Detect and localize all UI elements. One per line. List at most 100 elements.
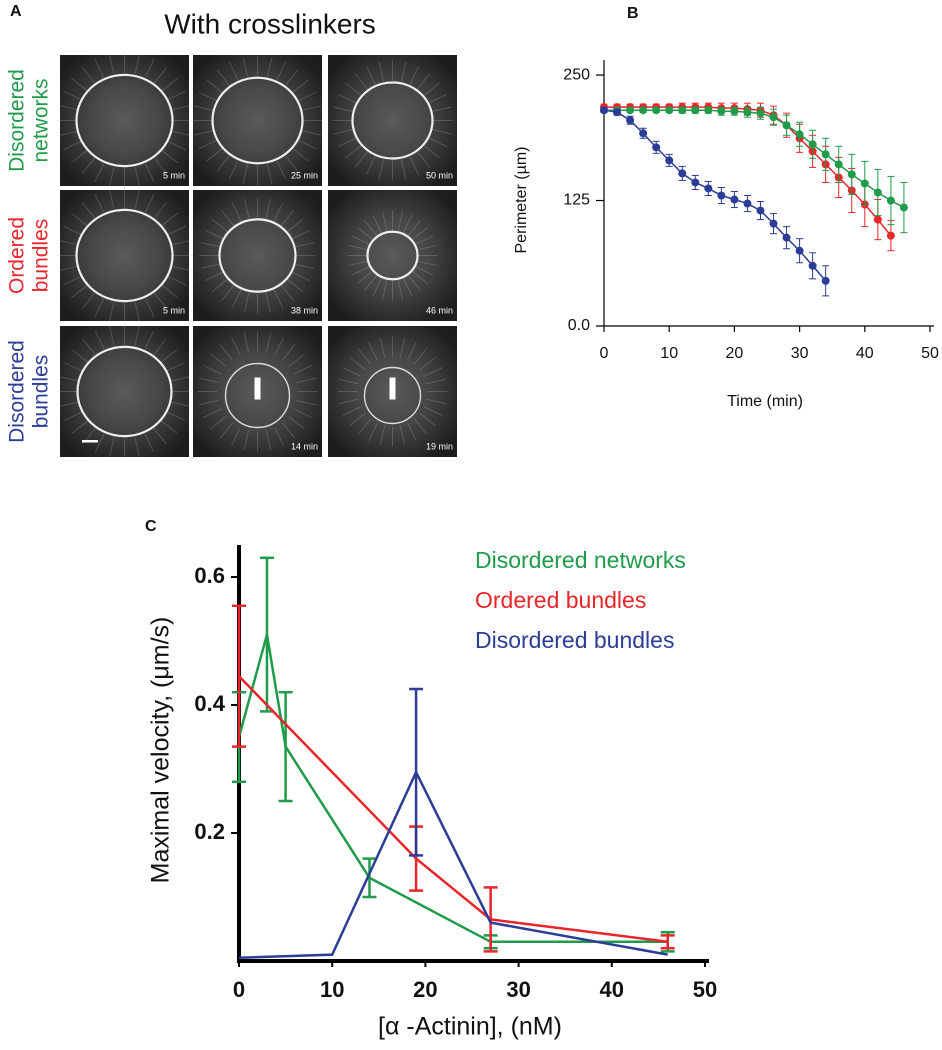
ray — [419, 356, 436, 371]
data-point — [678, 169, 687, 178]
ray — [242, 164, 248, 184]
ray — [397, 279, 404, 300]
ray — [194, 105, 214, 111]
ray — [94, 194, 105, 213]
ray — [171, 130, 191, 137]
ray — [364, 220, 378, 237]
data-point — [821, 276, 830, 285]
panel-label: C — [145, 518, 157, 535]
data-point — [847, 170, 856, 179]
ray — [71, 349, 89, 363]
data-point — [652, 143, 661, 152]
ray — [166, 361, 186, 372]
ray — [161, 212, 178, 226]
ray — [333, 128, 354, 135]
bundle — [389, 377, 396, 400]
ray — [205, 271, 224, 282]
ray — [144, 330, 155, 350]
data-point — [665, 156, 674, 165]
ray — [265, 430, 272, 451]
data-point — [873, 188, 882, 197]
ray — [288, 416, 305, 430]
ray — [228, 61, 239, 81]
series-line — [604, 109, 905, 209]
ray — [109, 326, 115, 346]
ray — [338, 137, 357, 147]
micrograph — [328, 190, 457, 321]
ray — [231, 203, 242, 222]
data-point — [743, 108, 752, 117]
ray — [161, 77, 178, 91]
ray — [94, 330, 105, 350]
x-tick-label: 30 — [506, 977, 530, 1002]
ray — [379, 425, 386, 446]
data-point — [782, 121, 791, 130]
ray — [407, 220, 421, 237]
ray — [134, 302, 141, 322]
ray — [171, 104, 191, 111]
ray — [274, 337, 284, 356]
ray — [399, 337, 406, 358]
cell-rays — [192, 55, 323, 186]
data-point — [821, 150, 830, 159]
data-point — [899, 203, 908, 212]
ray — [63, 411, 83, 422]
ray — [282, 422, 296, 439]
x-tick-label: 30 — [791, 345, 809, 362]
ray — [198, 399, 219, 406]
ray — [205, 229, 224, 240]
ray — [411, 270, 428, 284]
data-point — [639, 129, 648, 138]
data-point — [886, 196, 895, 205]
panel-label: B — [627, 5, 639, 22]
row-label: Disordered — [6, 340, 29, 443]
ray — [134, 437, 140, 457]
ray — [267, 57, 273, 77]
cell-rays — [56, 52, 193, 189]
data-point — [795, 246, 804, 255]
ray — [166, 411, 186, 422]
ray — [296, 377, 317, 384]
cell-rays — [199, 197, 316, 314]
ray — [273, 203, 284, 222]
time-label: 14 min — [291, 441, 318, 451]
ray — [198, 377, 219, 384]
ray — [265, 292, 271, 313]
ray — [342, 406, 362, 416]
ray — [109, 437, 115, 457]
data-point — [717, 107, 726, 116]
ray — [286, 278, 304, 293]
ray — [108, 302, 115, 322]
ray — [161, 285, 178, 299]
ray — [231, 427, 241, 446]
ray — [170, 376, 190, 382]
ray — [297, 139, 317, 150]
ray — [220, 284, 235, 302]
ray — [419, 412, 436, 427]
ray — [153, 338, 167, 356]
ray — [351, 265, 371, 276]
ray — [285, 69, 299, 86]
ray — [399, 425, 406, 446]
data-point — [704, 106, 713, 115]
time-label: 38 min — [291, 305, 318, 315]
ray — [357, 227, 374, 241]
data-point — [730, 107, 739, 116]
ray — [134, 167, 141, 187]
ray — [59, 376, 79, 382]
x-tick-label: 0 — [600, 345, 609, 362]
ray — [154, 202, 168, 219]
ray — [144, 163, 155, 182]
ray — [409, 66, 419, 85]
ray — [194, 130, 214, 136]
ray — [402, 277, 413, 297]
series-line — [603, 109, 827, 282]
ray — [81, 292, 95, 309]
data-point — [613, 108, 622, 117]
micrograph — [60, 55, 189, 186]
row-label: Ordered — [6, 217, 29, 294]
ray — [171, 239, 191, 246]
data-point — [639, 106, 648, 115]
ray — [294, 242, 315, 248]
ray — [144, 59, 155, 78]
